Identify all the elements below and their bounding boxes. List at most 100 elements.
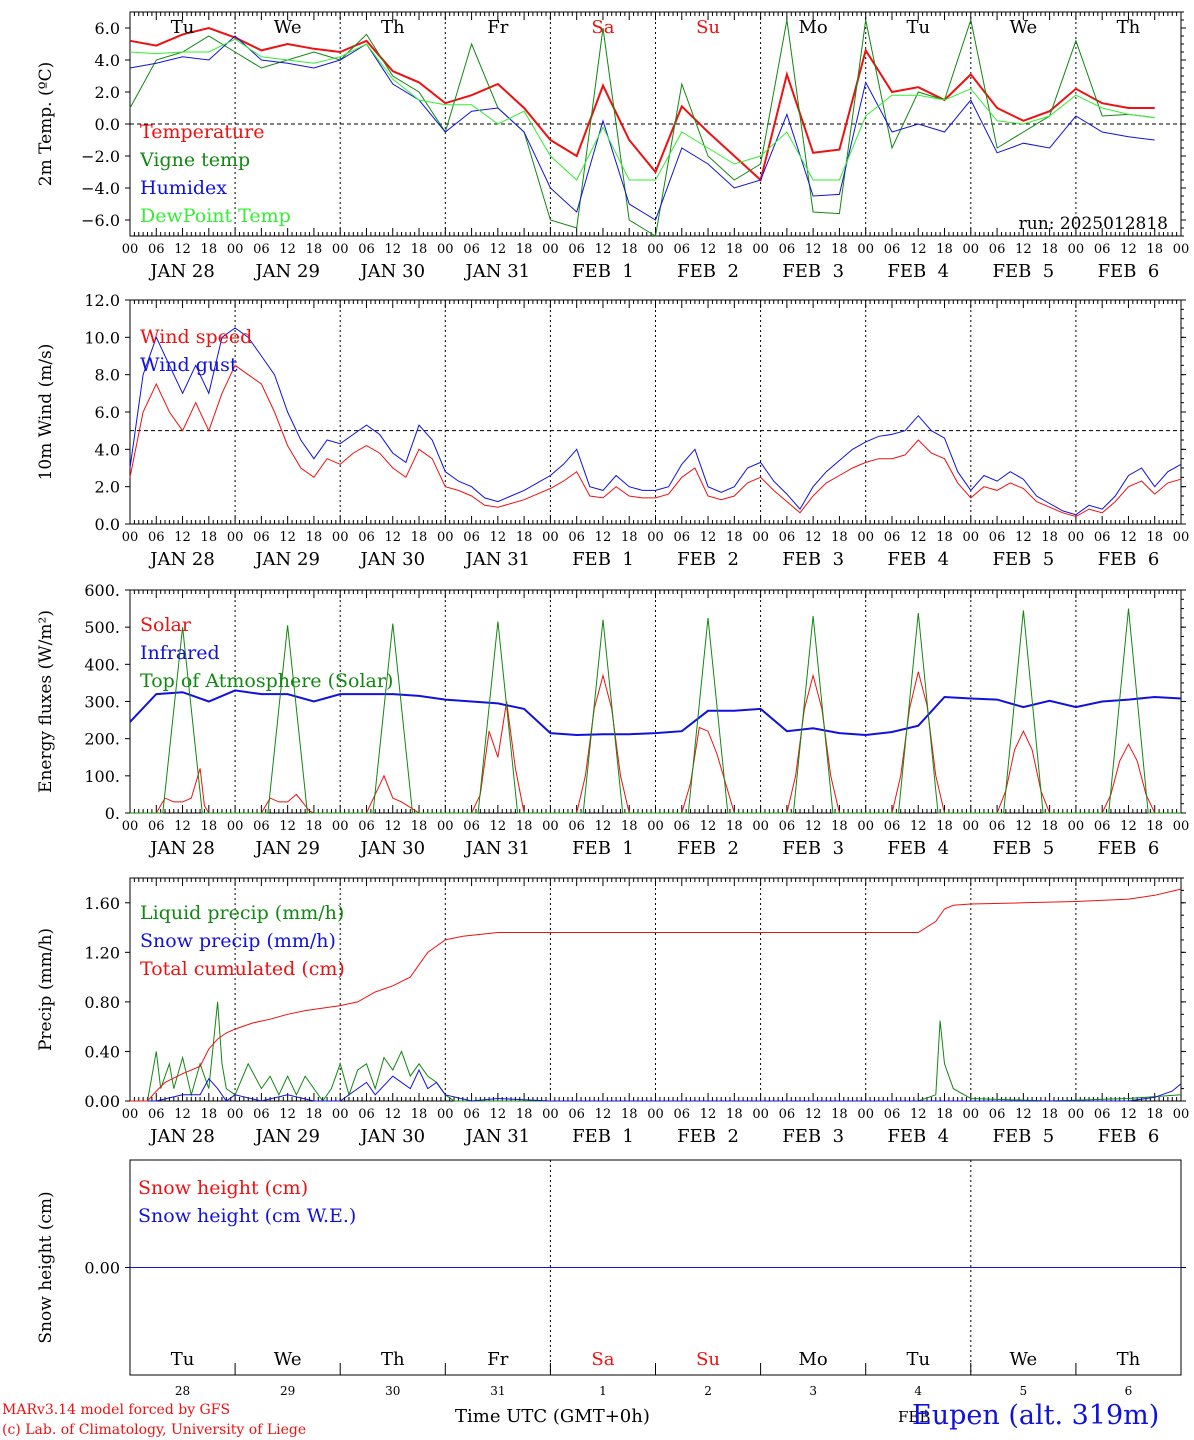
hour-label: 18 [516,1107,533,1122]
weekday-label: We [274,1349,302,1370]
hour-label: 00 [332,242,349,257]
hour-label: 06 [884,819,901,834]
date-label: JAN 31 [464,838,531,859]
hour-label: 12 [700,819,717,834]
hour-label: 00 [1068,530,1085,545]
hour-label: 06 [884,1107,901,1122]
date-label: FEB 2 [677,838,739,859]
hour-label: 12 [910,1107,927,1122]
date-label: FEB 4 [887,838,949,859]
hour-label: 12 [1120,1107,1137,1122]
day-number-label: 31 [490,1384,505,1398]
hour-label: 00 [542,1107,559,1122]
series-humidex [129,35,1155,221]
hour-label: 00 [1173,1107,1190,1122]
hour-label: 06 [1094,1107,1111,1122]
hour-label: 18 [1041,530,1058,545]
hour-label: 00 [752,530,769,545]
hour-label: 18 [1146,242,1163,257]
hour-label: 18 [936,530,953,545]
y-tick-label: 8.0 [95,366,120,385]
y-tick-label: 1.20 [84,943,120,962]
weekday-label: Tu [906,17,930,38]
hour-label: 00 [963,1107,980,1122]
hour-label: 18 [411,819,428,834]
series-wind-speed [129,364,1182,518]
hour-label: 18 [1146,819,1163,834]
series-snow-precip-mm-h- [130,1068,1182,1102]
panel-3: 0. 100. 200. 300. 400. 500. 600. Energy fluxes … [36,581,1189,859]
hour-label: 18 [726,819,743,834]
y-axis-title: Snow height (cm) [36,1191,56,1343]
y-tick-label: 2.0 [95,478,120,497]
hour-label: 00 [227,242,244,257]
date-label: FEB 4 [887,261,949,282]
series-top-of-atmosphere-solar- [130,608,1181,814]
y-tick-label: 6.0 [95,19,120,38]
hour-label: 12 [1120,819,1137,834]
hour-label: 00 [1068,819,1085,834]
hour-label: 00 [857,530,874,545]
hour-label: 12 [279,530,296,545]
panel-1: −6.0 −4.0 −2.0 0.0 2.0 4.0 6.0 2m Temp. (ºC) Tem… [36,11,1190,282]
x-axis-title: Time UTC (GMT+0h) [455,1406,650,1427]
legend-entry: Wind speed [140,326,252,348]
hour-label: 12 [174,242,191,257]
date-label: FEB 1 [572,261,634,282]
hour-label: 00 [857,819,874,834]
y-tick-label: 0.00 [84,1259,120,1278]
hour-label: 18 [516,819,533,834]
weekday-label: Fr [487,1349,508,1370]
date-label: JAN 28 [148,261,215,282]
hour-label: 00 [437,530,454,545]
legend-entry: Liquid precip (mm/h) [140,902,344,924]
hour-label: 00 [1173,242,1190,257]
y-axis-title: Precip (mm/h) [36,928,56,1051]
hour-label: 06 [989,530,1006,545]
hour-label: 06 [674,530,691,545]
date-label: FEB 4 [887,549,949,570]
date-label: JAN 31 [464,549,531,570]
hour-label: 18 [621,242,638,257]
date-label: JAN 28 [148,1126,215,1147]
date-label: FEB 5 [992,549,1054,570]
hour-label: 12 [1120,242,1137,257]
hour-label: 18 [201,530,218,545]
hour-label: 00 [437,242,454,257]
date-label: FEB 6 [1098,1126,1160,1147]
hour-label: 06 [358,819,375,834]
date-label: JAN 28 [148,838,215,859]
date-label: JAN 31 [464,261,531,282]
hour-label: 12 [805,819,822,834]
hour-label: 06 [463,819,480,834]
hour-label: 12 [595,530,612,545]
weekday-label: Sa [591,17,614,38]
hour-label: 00 [963,530,980,545]
hour-label: 18 [306,242,323,257]
y-tick-label: −6.0 [81,211,120,230]
y-tick-label: 0.00 [84,1092,120,1111]
model-line: MARv3.14 model forced by GFS [2,1402,231,1418]
hour-label: 00 [437,1107,454,1122]
panel-2: 0.0 2.0 4.0 6.0 8.0 10.0 12.0 10m Wind (m/s) Win… [36,291,1189,570]
hour-label: 18 [411,242,428,257]
legend-entry: Snow height (cm) [138,1177,308,1199]
hour-label: 12 [700,1107,717,1122]
hour-label: 06 [1094,530,1111,545]
hour-label: 12 [174,1107,191,1122]
date-label: FEB 1 [572,838,634,859]
hour-label: 18 [411,530,428,545]
y-tick-label: 10.0 [84,328,120,347]
legend-entry: Snow precip (mm/h) [140,930,336,952]
hour-label: 00 [647,1107,664,1122]
hour-label: 00 [647,242,664,257]
hour-label: 00 [647,819,664,834]
date-label: JAN 28 [148,549,215,570]
date-label: JAN 29 [253,838,320,859]
day-number-label: 6 [1125,1384,1133,1398]
hour-label: 06 [358,242,375,257]
y-tick-label: 300. [84,693,120,712]
legend-entry: Vigne temp [139,149,250,171]
hour-label: 12 [595,242,612,257]
hour-label: 06 [674,242,691,257]
